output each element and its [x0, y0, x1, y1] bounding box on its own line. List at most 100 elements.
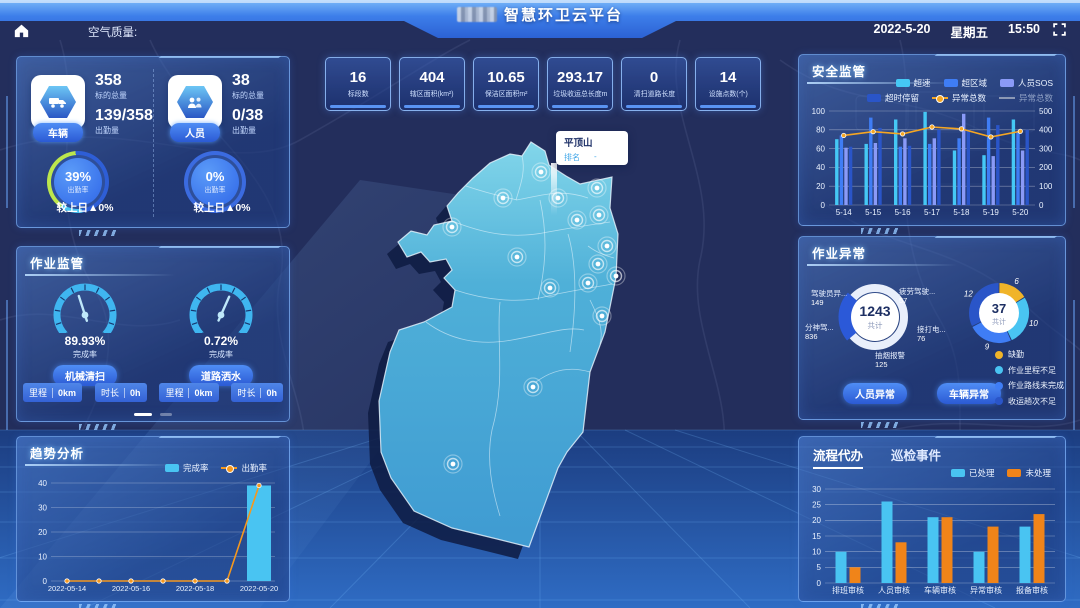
gauge-chart	[189, 283, 253, 338]
map-marker[interactable]	[523, 377, 543, 397]
legend-item[interactable]: 缺勤	[995, 349, 1064, 360]
person-rate-ring: 0% 出勤率	[184, 151, 246, 213]
kpi-sections: 16 标段数	[325, 57, 391, 111]
map-marker[interactable]	[531, 162, 551, 182]
svg-text:5-17: 5-17	[924, 208, 941, 217]
carousel-dot-active[interactable]	[134, 413, 152, 416]
edge-bracket	[6, 96, 11, 208]
vehicle-rate-ring: 39% 出勤率	[47, 151, 109, 213]
svg-text:5-16: 5-16	[895, 208, 912, 217]
vehicle-abnormal-button[interactable]: 车辆异常	[937, 383, 1001, 404]
time-text: 15:50	[1008, 22, 1040, 36]
gauge-mechanical: 89.93% 完成率 机械清扫	[17, 271, 153, 386]
map-marker[interactable]	[589, 205, 609, 225]
svg-text:0: 0	[1039, 201, 1044, 210]
todo-legend: 已处理 未处理	[950, 467, 1051, 479]
carousel-dot[interactable]	[160, 413, 172, 416]
svg-text:2022-05-14: 2022-05-14	[48, 584, 86, 593]
svg-text:200: 200	[1039, 163, 1053, 172]
donut-label: 驾驶员异... 149	[811, 289, 848, 308]
attendance-panel: 车辆 358 标的总量 139/358 出勤量 39% 出勤率 较上日▲0% 人员…	[16, 56, 290, 236]
map-beam	[551, 163, 557, 215]
map-marker[interactable]	[597, 236, 617, 256]
map-markers[interactable]	[442, 162, 626, 474]
map-marker[interactable]	[587, 178, 607, 198]
fullscreen-button[interactable]	[1053, 23, 1066, 41]
svg-text:0: 0	[817, 579, 822, 588]
vehicle-card	[31, 75, 85, 129]
svg-text:5-14: 5-14	[836, 208, 853, 217]
svg-text:车辆审核: 车辆审核	[924, 585, 956, 595]
svg-text:40: 40	[816, 163, 825, 172]
gauge-chart	[53, 283, 117, 338]
svg-text:60: 60	[816, 144, 825, 153]
svg-text:100: 100	[1039, 182, 1053, 191]
edge-bracket	[1070, 300, 1075, 430]
kpi-facilities: 14 设施点数(个)	[695, 57, 761, 111]
home-button[interactable]	[13, 23, 30, 43]
app-header: 智慧环卫云平台	[0, 4, 1080, 25]
map-marker[interactable]	[443, 454, 463, 474]
person-tag: 人员	[170, 123, 220, 142]
svg-text:1243: 1243	[859, 303, 890, 319]
tab-inspection-events[interactable]: 巡检事件	[891, 449, 942, 463]
svg-text:0: 0	[821, 201, 826, 210]
safety-title: 安全监管	[806, 61, 958, 84]
map-marker[interactable]	[588, 254, 608, 274]
edge-bracket	[6, 300, 11, 430]
legend-item[interactable]: 完成率	[164, 462, 208, 474]
tab-process-todo[interactable]: 流程代办	[813, 445, 864, 469]
legend-item[interactable]: 异常总数	[931, 92, 986, 104]
weekday-text: 星期五	[950, 26, 989, 40]
map-marker[interactable]	[592, 306, 612, 326]
legend-item[interactable]: 已处理	[950, 467, 994, 479]
legend-item[interactable]: 未处理	[1007, 467, 1051, 479]
map-marker[interactable]	[606, 266, 626, 286]
edge-bracket	[1070, 96, 1075, 208]
safety-panel: 安全监管 超速 超区域 人员SOS 超时停留 异常总数 异常总数 0 20 40 60…	[798, 54, 1066, 234]
svg-text:300: 300	[1039, 144, 1053, 153]
datetime: 2022-5-20 星期五 15:50	[874, 22, 1041, 41]
gauge-name-button[interactable]: 机械清扫	[53, 365, 117, 386]
map-marker[interactable]	[567, 210, 587, 230]
legend-item[interactable]: 作业里程不足	[995, 365, 1064, 376]
map-marker[interactable]	[578, 273, 598, 293]
legend-item[interactable]: 作业路线未完成	[995, 380, 1064, 391]
legend-item[interactable]: 人员SOS	[1000, 77, 1053, 89]
person-abnormal-button[interactable]: 人员异常	[843, 383, 907, 404]
legend-item[interactable]: 超速	[895, 77, 931, 89]
svg-text:500: 500	[1039, 107, 1053, 116]
vehicle-tag: 车辆	[33, 123, 83, 142]
legend-item[interactable]: 出勤率	[221, 462, 267, 474]
svg-text:异常审核: 异常审核	[970, 585, 1002, 595]
safety-chart: 0 20 40 60 80 100 0 100 200 300 400 500 5-14 5-15 5-16…	[812, 107, 1053, 217]
trend-panel: 趋势分析 完成率 出勤率 0 10 20 30 40 2022-05-14 2022-05-…	[16, 436, 290, 608]
legend-item[interactable]: 超时停留	[866, 92, 919, 104]
gauge-stat-chips: 里程 0km 时长 0h 里程 0km 时长 0h	[17, 383, 289, 402]
kpi-garbage-length: 293.17 垃圾收运总长度m	[547, 57, 613, 111]
legend-item-disabled[interactable]: 异常总数	[998, 92, 1053, 104]
todo-panel: 流程代办 巡检事件 已处理 未处理 0 5 10 15 20 25 30 排班审核 人员审核 车辆…	[798, 436, 1066, 608]
svg-text:400: 400	[1039, 126, 1053, 135]
svg-text:5-19: 5-19	[983, 208, 1000, 217]
svg-text:12: 12	[964, 290, 973, 299]
date-text: 2022-5-20	[873, 22, 931, 36]
map-marker[interactable]	[507, 247, 527, 267]
svg-text:2022-05-18: 2022-05-18	[176, 584, 214, 593]
trend-title: 趋势分析	[24, 443, 176, 466]
svg-text:5: 5	[817, 563, 822, 572]
map-marker[interactable]	[540, 278, 560, 298]
svg-text:40: 40	[38, 479, 47, 488]
map-marker[interactable]	[493, 188, 513, 208]
svg-text:6: 6	[1014, 277, 1019, 286]
map-marker[interactable]	[442, 217, 462, 237]
svg-text:共计: 共计	[868, 320, 883, 330]
svg-text:9: 9	[985, 342, 990, 351]
legend-item[interactable]: 超区域	[943, 77, 987, 89]
svg-text:10: 10	[38, 552, 47, 561]
legend-item[interactable]: 收运趟次不足	[995, 396, 1064, 407]
svg-text:0: 0	[43, 577, 48, 586]
kpi-clean-area: 10.65 保洁区面积m²	[473, 57, 539, 111]
svg-text:2022-05-16: 2022-05-16	[112, 584, 150, 593]
gauge-name-button[interactable]: 道路洒水	[189, 365, 253, 386]
